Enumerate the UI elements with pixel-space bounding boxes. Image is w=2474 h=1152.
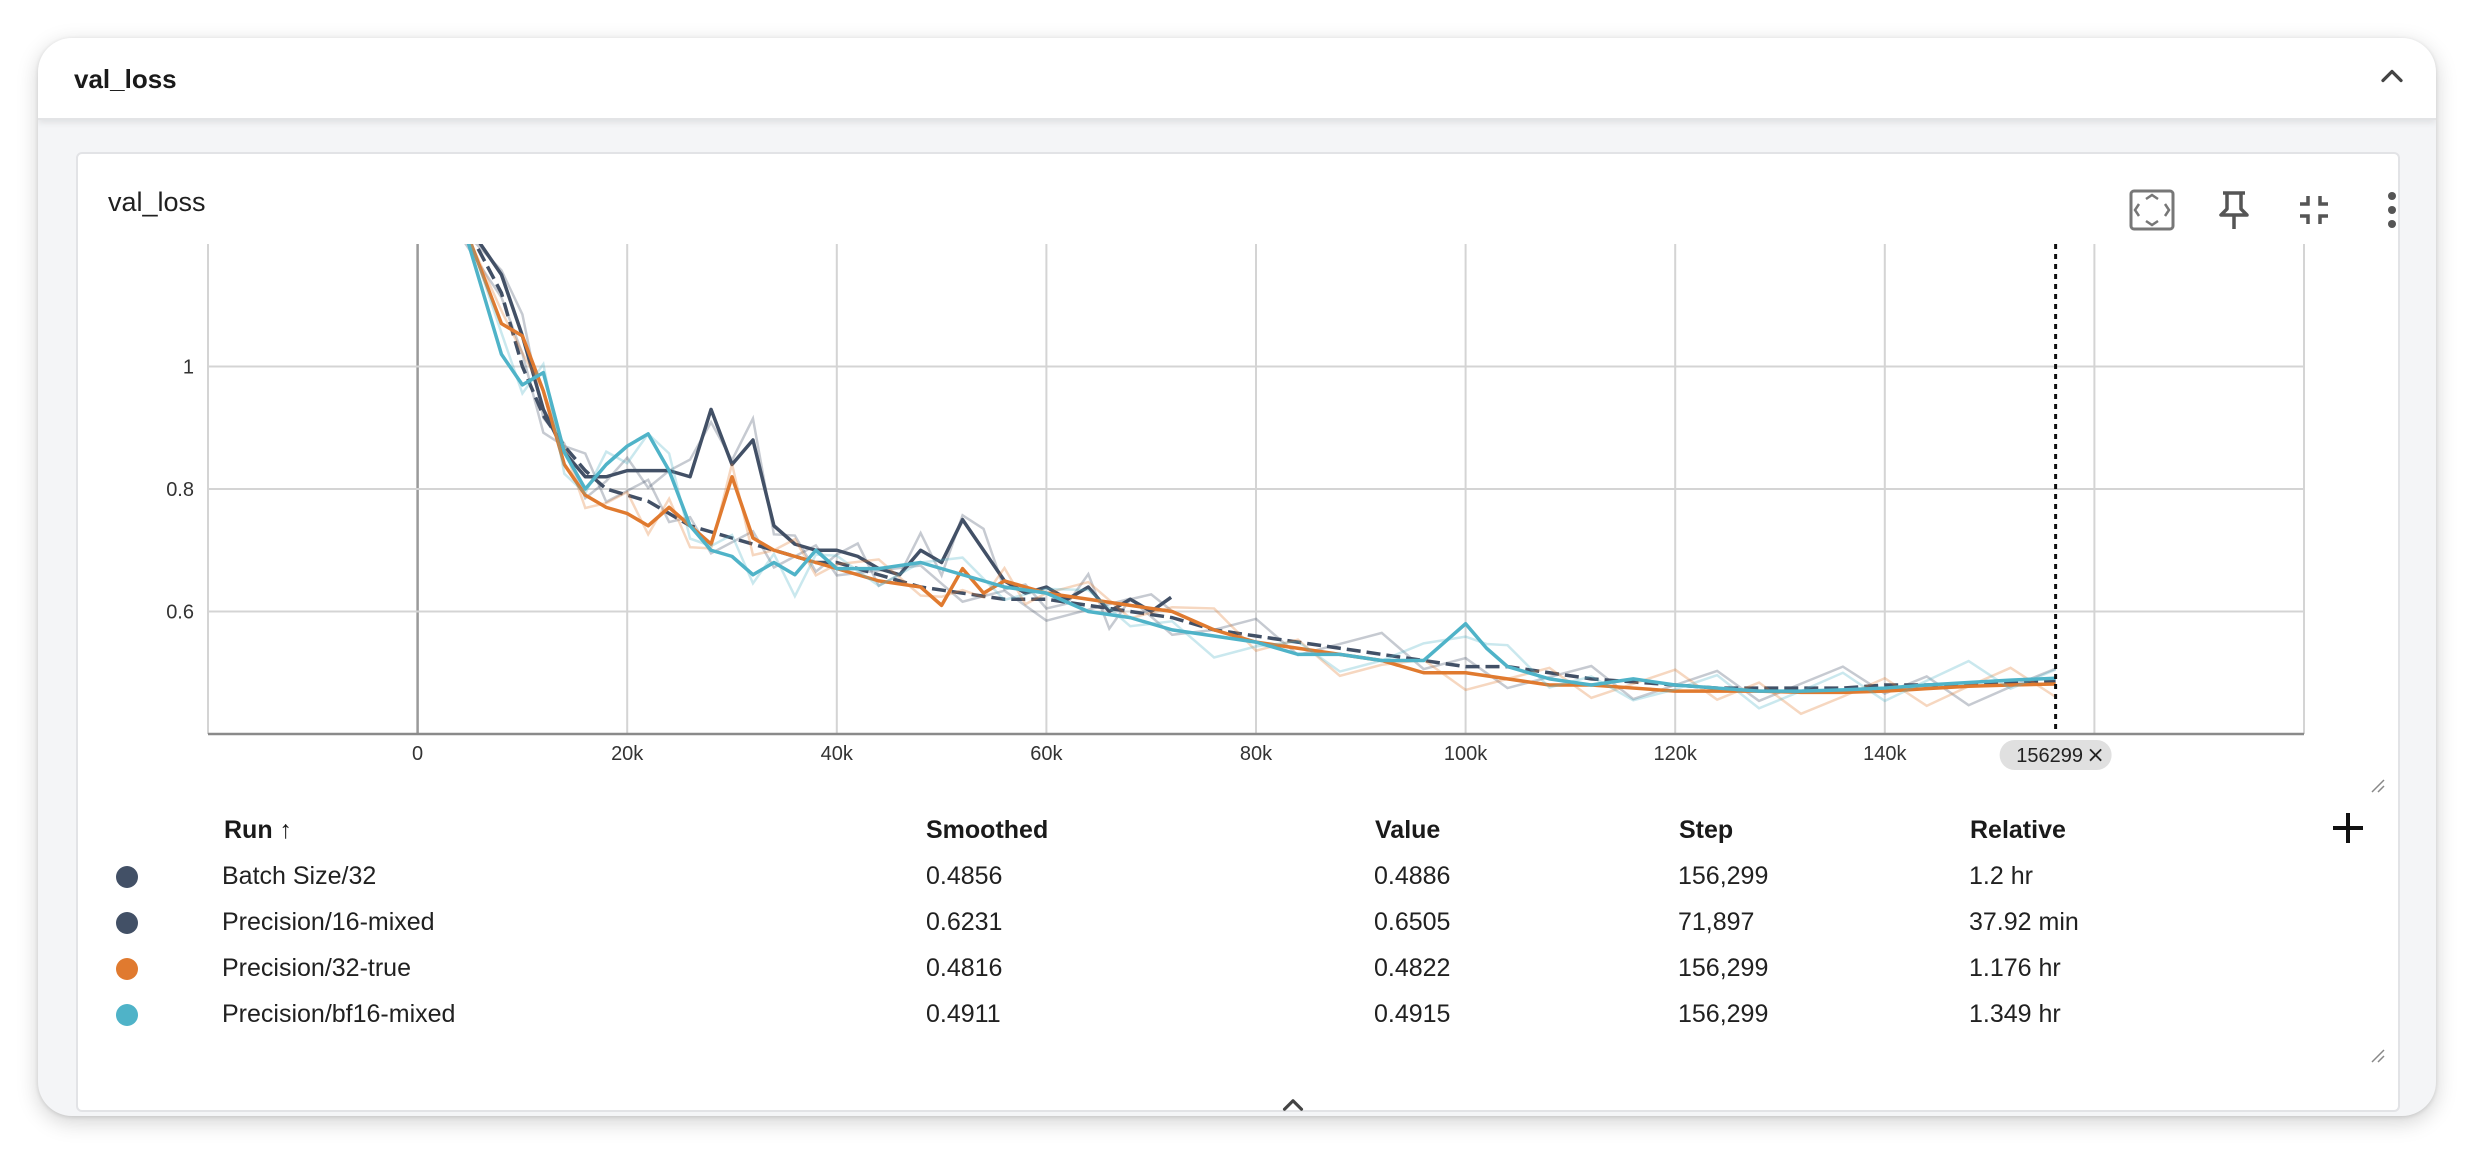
y-tick-label: 0.6	[166, 602, 194, 624]
metric-group-card: val_loss val_loss 0 20k 40k	[38, 38, 2436, 1116]
x-tick-label: 40k	[821, 743, 854, 765]
x-tick-label: 100k	[1444, 743, 1488, 765]
legend-resize-handle[interactable]	[2370, 1048, 2386, 1064]
step-value: 156,299	[1678, 954, 1769, 982]
x-tick-label: 20k	[611, 743, 644, 765]
chevron-up-icon[interactable]	[2374, 58, 2410, 94]
more-options-button[interactable]	[2366, 184, 2418, 236]
step-chip	[1999, 740, 2112, 770]
smoothed-value: 0.6231	[926, 908, 1003, 936]
line-chart[interactable]: 0 20k 40k 60k 80k 100k 120k 140k 0.6 0.8 1 156299 ×	[78, 154, 2402, 804]
step-value: 156,299	[1678, 1000, 1769, 1028]
legend-header-value[interactable]: Value	[1375, 816, 1441, 844]
x-tick-label: 140k	[1863, 743, 1907, 765]
card-title: val_loss	[108, 187, 206, 217]
raw-value: 0.4822	[1374, 954, 1451, 982]
series-line	[466, 244, 2056, 693]
chevron-up-icon[interactable]	[1276, 1088, 1310, 1116]
series-raw-line	[470, 244, 2057, 710]
run-color-dot[interactable]	[116, 912, 138, 934]
step-chip-label: 156299	[2016, 745, 2083, 767]
more-vert-icon	[2388, 192, 2396, 228]
smoothed-value: 0.4856	[926, 862, 1003, 890]
x-tick-label: 80k	[1240, 743, 1273, 765]
relative-time: 1.2 hr	[1969, 862, 2033, 890]
step-value: 156,299	[1678, 862, 1769, 890]
add-column-icon[interactable]	[2328, 808, 2368, 848]
pin-icon	[2219, 191, 2249, 229]
legend-row: Precision/16-mixed 0.6231 0.6505 71,897 …	[78, 902, 2398, 946]
legend-header-smoothed[interactable]: Smoothed	[926, 816, 1049, 844]
legend-header-step[interactable]: Step	[1679, 816, 1734, 844]
x-tick-label: 120k	[1654, 743, 1698, 765]
step-value: 71,897	[1678, 908, 1755, 936]
run-color-dot[interactable]	[116, 1004, 138, 1026]
fit-to-data-button[interactable]	[2126, 184, 2178, 236]
raw-value: 0.6505	[1374, 908, 1451, 936]
smoothed-value: 0.4911	[926, 1000, 1001, 1028]
legend-row: Precision/bf16-mixed 0.4911 0.4915 156,2…	[78, 994, 2398, 1038]
group-header[interactable]: val_loss	[38, 38, 2436, 120]
raw-value: 0.4886	[1374, 862, 1451, 890]
run-name: Batch Size/32	[222, 862, 377, 890]
y-tick-label: 1	[183, 357, 194, 379]
relative-time: 37.92 min	[1969, 908, 2079, 936]
smoothed-value: 0.4816	[926, 954, 1003, 982]
run-name: Precision/bf16-mixed	[222, 1000, 456, 1028]
legend-header-run[interactable]: Run ↑	[224, 816, 293, 844]
run-color-dot[interactable]	[116, 866, 138, 888]
legend-row: Batch Size/32 0.4856 0.4886 156,299 1.2 …	[78, 856, 2398, 900]
run-name: Precision/32-true	[222, 954, 411, 982]
pin-button[interactable]	[2208, 184, 2260, 236]
exit-fullscreen-icon	[2300, 196, 2328, 224]
x-tick-label: 0	[412, 743, 423, 765]
group-title: val_loss	[74, 64, 177, 94]
raw-value: 0.4915	[1374, 1000, 1451, 1028]
series-raw-line	[474, 244, 1172, 632]
chart-resize-handle[interactable]	[2370, 778, 2386, 794]
close-icon[interactable]: ×	[2086, 743, 2104, 768]
relative-time: 1.176 hr	[1969, 954, 2061, 982]
chart-card: val_loss 0 20k 40k 60k 80k 100k 120k 140k 0.6 0.8…	[76, 152, 2400, 1112]
series-raw-line	[470, 244, 2057, 716]
legend-header-relative[interactable]: Relative	[1970, 816, 2066, 844]
exit-fullscreen-button[interactable]	[2288, 184, 2340, 236]
relative-time: 1.349 hr	[1969, 1000, 2061, 1028]
fit-to-data-icon	[2129, 189, 2175, 231]
run-name: Precision/16-mixed	[222, 908, 435, 936]
y-tick-label: 0.8	[166, 479, 194, 501]
legend-row: Precision/32-true 0.4816 0.4822 156,299 …	[78, 948, 2398, 992]
x-tick-label: 60k	[1030, 743, 1063, 765]
run-color-dot[interactable]	[116, 958, 138, 980]
